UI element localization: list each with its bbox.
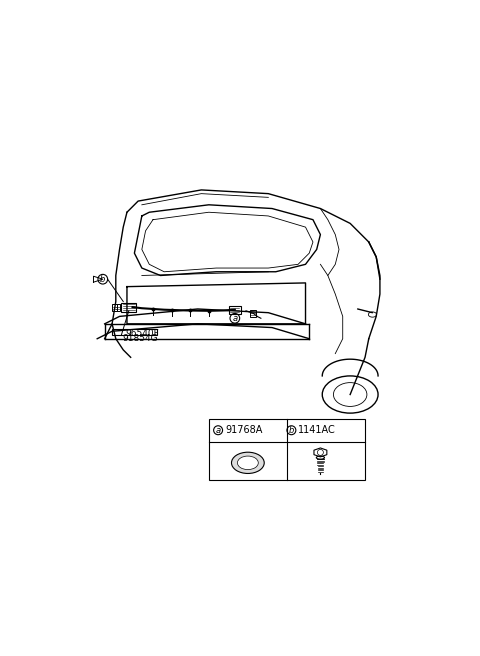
Bar [229, 306, 241, 314]
Text: b: b [288, 426, 294, 435]
Ellipse shape [238, 456, 258, 470]
Bar [115, 304, 120, 311]
Bar [209, 419, 365, 480]
Bar [251, 310, 256, 317]
Bar [121, 303, 136, 312]
Text: a: a [232, 314, 238, 323]
Ellipse shape [231, 452, 264, 474]
Text: a: a [216, 426, 221, 435]
Text: b: b [100, 275, 106, 283]
Text: 1141AC: 1141AC [299, 425, 336, 435]
Text: 96540F: 96540F [125, 329, 159, 338]
Bar [112, 329, 157, 335]
Bar [112, 304, 117, 311]
Text: 91854G: 91854G [122, 334, 158, 343]
Text: 91768A: 91768A [225, 425, 263, 435]
